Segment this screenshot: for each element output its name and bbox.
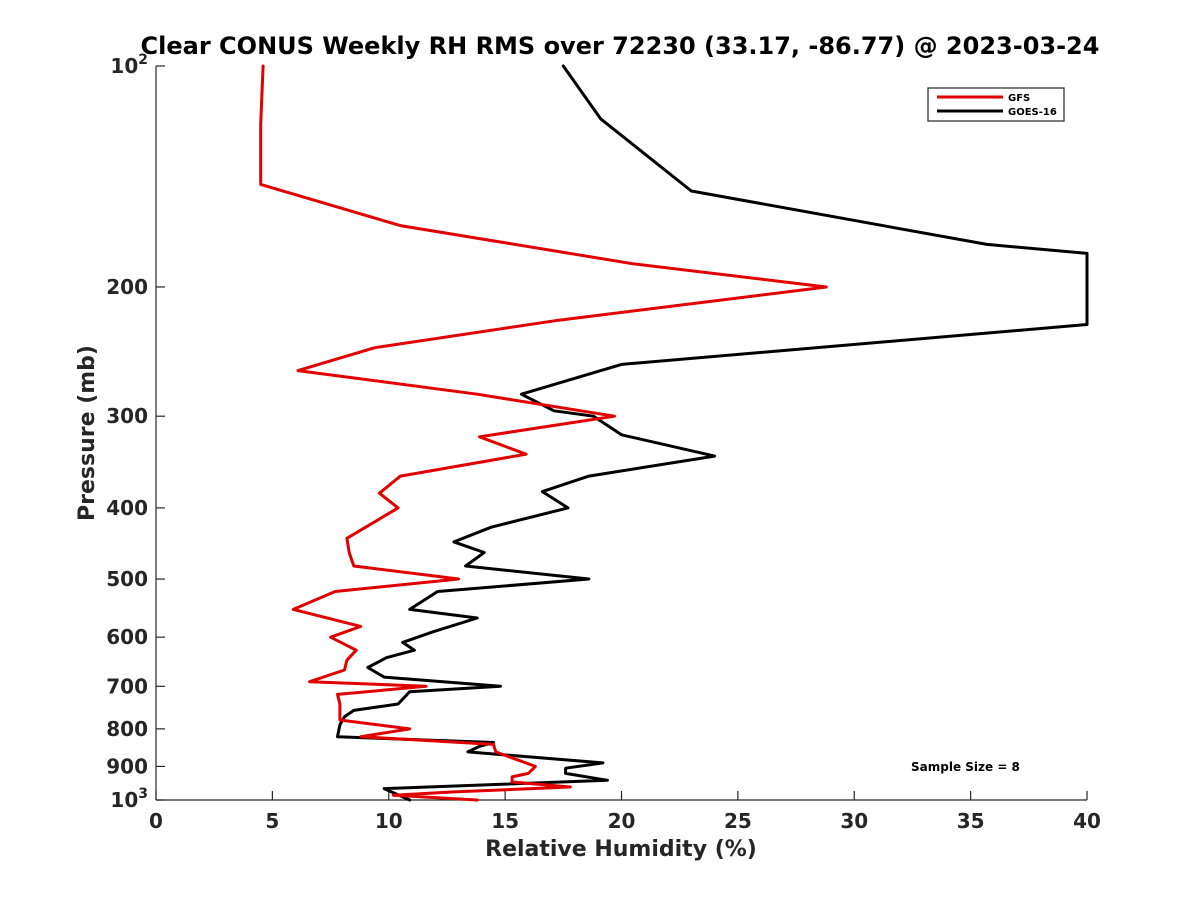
y-tick-label: 600 [106, 625, 148, 649]
x-tick-label: 20 [608, 809, 636, 833]
x-tick-label: 5 [265, 809, 279, 833]
y-tick-label: 103 [110, 786, 148, 812]
x-tick-label: 15 [491, 809, 519, 833]
x-axis-label: Relative Humidity (%) [485, 837, 757, 862]
x-tick-label: 40 [1073, 809, 1101, 833]
legend: GFS GOES-16 [927, 87, 1065, 122]
legend-box [927, 87, 1065, 122]
legend-label-gfs: GFS [1008, 93, 1030, 104]
y-tick-label: 102 [110, 52, 148, 78]
series-layer [259, 64, 1089, 802]
x-tick-label: 10 [375, 809, 403, 833]
sample-size-annotation: Sample Size = 8 [911, 760, 1020, 774]
y-tick-label: 700 [106, 674, 148, 698]
series-line-goes16 [336, 64, 1089, 802]
y-tick-label: 500 [106, 567, 148, 591]
chart-title: Clear CONUS Weekly RH RMS over 72230 (33… [141, 32, 1100, 60]
x-tick-label: 0 [149, 809, 163, 833]
series-line-gfs [259, 64, 828, 802]
x-tick-label: 35 [957, 809, 985, 833]
y-axis-label: Pressure (mb) [75, 345, 100, 521]
legend-label-goes16: GOES-16 [1008, 107, 1057, 118]
y-tick-label: 800 [106, 717, 148, 741]
y-tick-label: 900 [106, 754, 148, 778]
x-tick-label: 30 [840, 809, 868, 833]
y-tick-label: 200 [106, 275, 148, 299]
y-tick-label: 300 [106, 404, 148, 428]
y-tick-label: 400 [106, 496, 148, 520]
x-tick-label: 25 [724, 809, 752, 833]
y-ticks: 102 200 300 400 500 600 700 800 900 103 [106, 52, 165, 812]
x-ticks: 0 5 10 15 20 25 30 35 40 [149, 791, 1101, 833]
